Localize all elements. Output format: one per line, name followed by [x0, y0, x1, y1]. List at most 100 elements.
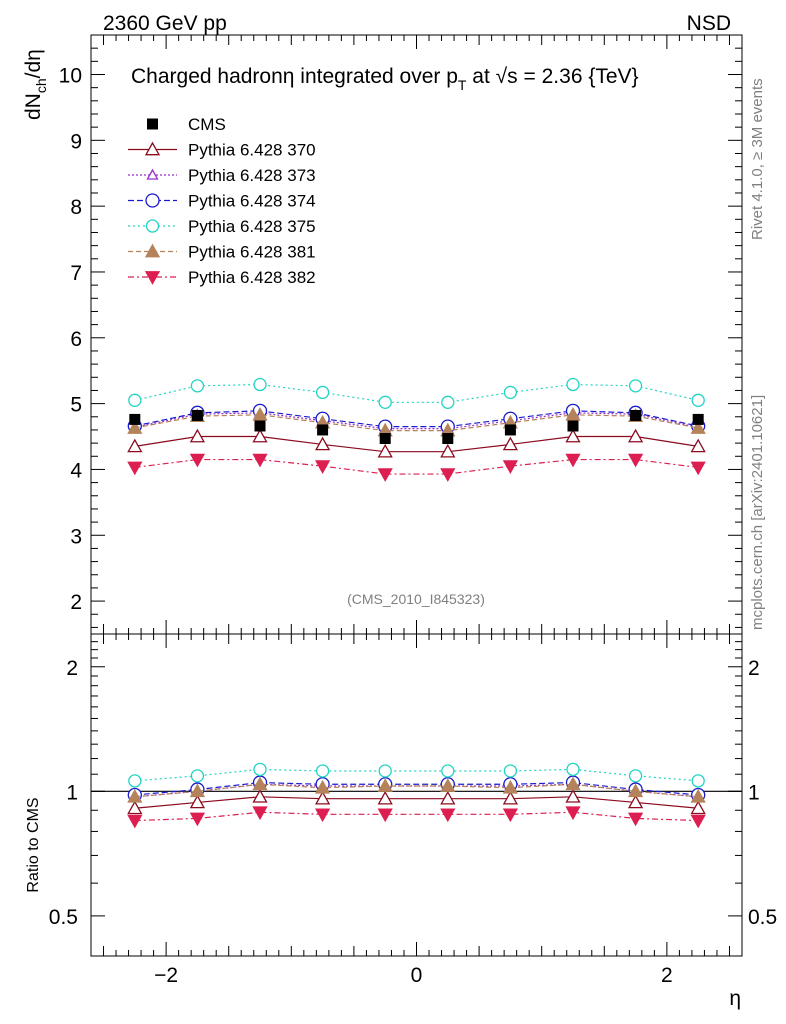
- series-line-5: [134, 458, 699, 475]
- title-mid: at: [466, 65, 495, 88]
- series-point-3: [628, 379, 643, 393]
- legend-marker-0: [144, 141, 161, 156]
- title-sub: T: [458, 77, 467, 93]
- axes-group: −2 0 2 2 3 4 5 6 7 8 9 10 0.5 0.5 1 1 2 2: [49, 34, 777, 987]
- series-point-0: [377, 443, 393, 458]
- series-point-0: [440, 443, 456, 458]
- ratio-point-4: [315, 779, 331, 794]
- series-point-0: [627, 428, 644, 443]
- ratio-line-0: [134, 796, 699, 809]
- y-tick-label: 8: [70, 196, 82, 219]
- ratio-point-4: [189, 783, 206, 798]
- ratio-point-3: [253, 762, 267, 777]
- x-tick-label: 0: [411, 964, 423, 987]
- header-left-label: 2360 GeV pp: [103, 12, 227, 35]
- y-tick-label: 5: [70, 394, 82, 417]
- ratio-plot-frame: [90, 633, 743, 957]
- legend-marker-5: [144, 271, 161, 285]
- data-point: [317, 424, 329, 436]
- series-point-3: [503, 385, 518, 400]
- plot-title: Charged hadronη integrated over pT at √s…: [131, 65, 639, 93]
- ratio-point-5: [502, 808, 518, 823]
- y-axis-label: dNch/dη: [22, 49, 49, 120]
- ratio-point-4: [627, 783, 644, 798]
- series-point-5: [127, 461, 143, 476]
- series-point-0: [690, 438, 706, 453]
- legend-marker-1: [146, 168, 159, 180]
- ratio-point-5: [315, 808, 331, 823]
- ratio-point-4: [565, 776, 581, 791]
- series-point-5: [690, 461, 706, 476]
- title-main: Charged hadronη integrated over p: [131, 65, 458, 88]
- ratio-point-5: [440, 808, 456, 823]
- series-point-3: [566, 377, 580, 392]
- legend-label-2: Pythia 6.428 374: [188, 192, 316, 211]
- mcplots-label: mcplots.cern.ch [arXiv:2401.10621]: [749, 395, 766, 630]
- legend: CMS Pythia 6.428 370 Pythia 6.428 373 Pythi…: [128, 115, 316, 287]
- ratio-point-0: [502, 790, 518, 805]
- ylabel-dn: dN: [22, 93, 45, 120]
- ratio-point-4: [502, 779, 518, 794]
- ylabel-sub: ch: [33, 78, 49, 93]
- ratio-point-3: [441, 764, 455, 778]
- ratio-line-5: [134, 811, 699, 822]
- series-point-3: [253, 377, 267, 392]
- series-point-5: [440, 468, 456, 482]
- ratio-point-5: [377, 808, 393, 823]
- ratio-point-0: [127, 800, 143, 815]
- legend-label-5: Pythia 6.428 382: [188, 268, 316, 287]
- y-tick-label: 10: [59, 64, 82, 87]
- series-point-0: [502, 436, 518, 451]
- header-right-label: NSD: [687, 12, 731, 35]
- y-tick-label: 9: [70, 130, 82, 153]
- legend-marker-3: [145, 219, 160, 233]
- series-point-5: [252, 453, 268, 468]
- data-point: [567, 420, 579, 432]
- series-point-0: [252, 428, 268, 443]
- series-point-3: [190, 379, 205, 393]
- legend-marker-4: [144, 243, 161, 258]
- ratio-point-3: [503, 764, 518, 778]
- ratio-point-4: [440, 778, 456, 792]
- title-tail: = 2.36 {TeV}: [518, 65, 639, 88]
- legend-label-cms: CMS: [188, 115, 226, 134]
- x-axis-label: η: [729, 987, 741, 1010]
- ratio-y-tick-label: 2: [66, 657, 78, 680]
- series-line-2: [134, 410, 699, 428]
- ratio-line-4: [134, 783, 699, 798]
- ratio-point-0: [690, 800, 706, 815]
- x-tick-label: 2: [661, 964, 673, 987]
- x-tick-label: −2: [154, 964, 178, 987]
- data-point: [630, 409, 642, 421]
- ratio-point-3: [378, 764, 392, 778]
- data-point: [692, 413, 704, 425]
- y-tick-label: 7: [70, 262, 82, 285]
- y-tick-label: 3: [70, 525, 82, 548]
- ratio-line-3: [134, 768, 699, 782]
- rivet-label: Rivet 4.1.0, ≥ 3M events: [749, 78, 766, 240]
- series-point-0: [127, 438, 143, 453]
- series-point-3: [441, 395, 455, 409]
- data-point: [191, 409, 203, 421]
- series-point-4: [252, 406, 268, 421]
- legend-label-3: Pythia 6.428 375: [188, 217, 316, 236]
- series-line-3: [134, 383, 699, 403]
- ratio-point-3: [691, 774, 705, 788]
- ratio-point-5: [252, 806, 268, 821]
- data-point: [379, 433, 391, 445]
- ratio-point-0: [252, 788, 268, 803]
- ratio-y-tick-label-right: 2: [748, 657, 760, 680]
- legend-marker-2: [145, 193, 160, 208]
- ratio-point-4: [377, 778, 393, 792]
- ratio-y-tick-label-right: 0.5: [748, 906, 777, 929]
- series-point-0: [189, 428, 206, 443]
- ratio-point-5: [127, 814, 143, 829]
- ratio-point-5: [189, 812, 206, 827]
- ratio-point-3: [128, 774, 142, 788]
- ratio-point-3: [315, 764, 330, 778]
- series-point-5: [565, 453, 581, 468]
- series-point-5: [502, 460, 518, 474]
- svg-text:dNch/dη: dNch/dη: [22, 49, 49, 120]
- ratio-point-5: [690, 814, 706, 829]
- series-point-5: [315, 460, 331, 474]
